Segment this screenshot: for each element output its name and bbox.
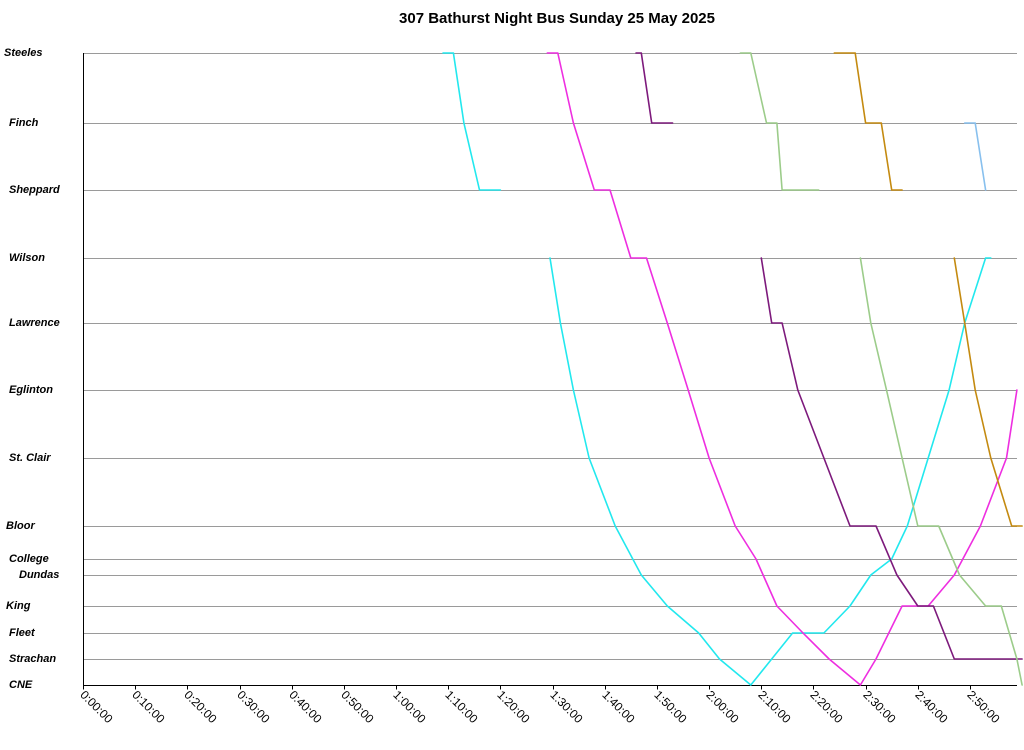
stop-label-dundas: Dundas [19, 569, 59, 581]
trip-line-10 [963, 122, 987, 191]
time-axis: 0:00:00 0:10:00 0:20:00 0:30:00 0:40:00 0:50:… [77, 53, 1017, 726]
stop-label-strachan: Strachan [9, 653, 56, 665]
x-tick-label: 1:50:00 [651, 688, 689, 726]
trip-lines [442, 52, 1023, 686]
stop-label-eglinton: Eglinton [9, 384, 53, 396]
x-tick-label: 1:10:00 [442, 688, 480, 726]
x-tick-label: 1:00:00 [390, 688, 428, 726]
x-tick-label: 0:10:00 [129, 688, 167, 726]
trip-line-8 [833, 52, 903, 191]
trip-line-3 [546, 52, 1018, 686]
trip-line-1 [442, 52, 502, 191]
stop-label-college: College [9, 553, 49, 565]
stop-label-st-clair: St. Clair [9, 452, 51, 464]
x-tick-label: 2:50:00 [964, 688, 1002, 726]
x-tick-label: 0:50:00 [338, 688, 376, 726]
x-tick-label: 2:30:00 [860, 688, 898, 726]
stop-label-wilson: Wilson [9, 252, 45, 264]
stop-label-fleet: Fleet [9, 627, 36, 639]
x-tick-label: 2:00:00 [703, 688, 741, 726]
trip-line-7 [859, 257, 1023, 686]
trip-line-5 [760, 257, 1023, 660]
x-tick-label: 2:10:00 [755, 688, 793, 726]
stop-label-cne: CNE [9, 679, 33, 691]
stop-gridlines [83, 53, 1017, 660]
x-tick-label: 0:40:00 [286, 688, 324, 726]
x-tick-label: 2:20:00 [807, 688, 845, 726]
stop-label-finch: Finch [9, 117, 39, 129]
x-tick-label: 0:30:00 [234, 688, 272, 726]
stop-label-steeles: Steeles [4, 47, 43, 59]
trip-line-4 [635, 52, 674, 124]
stop-labels: Steeles Finch Sheppard Wilson Lawrence Eglint… [4, 47, 60, 691]
x-tick-label: 2:40:00 [912, 688, 950, 726]
x-tick-label: 1:20:00 [494, 688, 532, 726]
stop-label-king: King [6, 600, 31, 612]
x-tick-label: 1:40:00 [599, 688, 637, 726]
stop-label-lawrence: Lawrence [9, 317, 60, 329]
trip-line-6 [739, 52, 820, 191]
x-tick-label: 1:30:00 [547, 688, 585, 726]
trip-line-2 [549, 257, 992, 686]
x-tick-label: 0:00:00 [77, 688, 115, 726]
stop-label-bloor: Bloor [6, 520, 35, 532]
x-tick-label: 0:20:00 [181, 688, 219, 726]
stop-label-sheppard: Sheppard [9, 184, 60, 196]
chart-title: 307 Bathurst Night Bus Sunday 25 May 202… [399, 10, 715, 27]
trip-line-9 [953, 257, 1023, 527]
